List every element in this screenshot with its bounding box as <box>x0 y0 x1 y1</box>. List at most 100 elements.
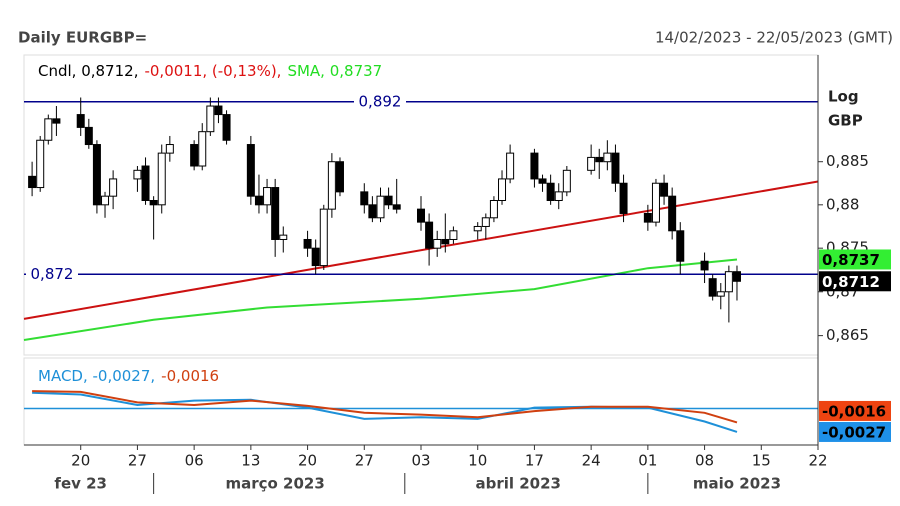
horizontal-line-label-bg <box>26 264 78 285</box>
chart-title: Daily EURGBP= <box>18 29 147 47</box>
x-tick-label: 13 <box>241 452 260 470</box>
candle-body <box>279 234 288 240</box>
candle-body <box>335 161 344 193</box>
candle-body <box>206 105 215 133</box>
candle-body <box>92 144 101 206</box>
x-tick-label: 27 <box>355 452 374 470</box>
candle-body <box>481 217 490 227</box>
legend-item: SMA, 0,8737 <box>287 62 382 80</box>
x-tick-label: 24 <box>582 452 601 470</box>
value-tag <box>819 421 891 442</box>
candle-body <box>157 152 166 206</box>
y-unit-label: GBP <box>828 112 863 130</box>
x-tick-label: 20 <box>298 452 317 470</box>
candle-body <box>619 182 628 214</box>
date-range: 14/02/2023 - 22/05/2023 (GMT) <box>655 29 893 47</box>
candle-body <box>546 182 555 201</box>
month-label: fev 23 <box>54 475 107 493</box>
candle-body <box>384 195 393 206</box>
candle-body <box>595 156 604 163</box>
macd-panel <box>23 357 819 446</box>
x-tick-label: 03 <box>411 452 430 470</box>
month-label: maio 2023 <box>693 475 781 493</box>
candle-body <box>538 178 547 184</box>
candle-body <box>716 291 725 297</box>
value-tag <box>819 249 891 270</box>
legend-item: -0,0016 <box>161 367 219 385</box>
candle-body <box>587 156 596 171</box>
candle-body <box>708 278 717 297</box>
candle-body <box>76 114 85 128</box>
value-tag-label: 0,8737 <box>822 251 880 269</box>
candle-body <box>165 144 174 154</box>
candle-body <box>498 178 507 201</box>
month-label: março 2023 <box>225 475 324 493</box>
candle-body <box>141 165 150 201</box>
candle-body <box>433 238 442 249</box>
candle-body <box>530 152 539 180</box>
candle-body <box>417 208 425 223</box>
legend-item: -0,0011, (-0,13%), <box>144 62 281 80</box>
candle-body <box>101 195 110 206</box>
candle-body <box>441 238 450 245</box>
x-tick-label: 27 <box>128 452 147 470</box>
candle-body <box>303 238 312 249</box>
horizontal-line-label-bg <box>354 91 406 112</box>
candle-body <box>319 208 328 267</box>
x-tick-label: 22 <box>808 452 827 470</box>
y-tick-label: 0,88 <box>826 195 859 213</box>
sma-line <box>23 258 738 341</box>
trend-line <box>23 180 819 320</box>
candle-body <box>425 221 434 249</box>
candle-body <box>214 105 223 116</box>
value-tag-label: -0,0016 <box>822 402 886 420</box>
candle-body <box>473 225 482 232</box>
candle-body <box>660 182 669 197</box>
legend: MACD, -0,0027, -0,0016 <box>38 367 219 385</box>
candle-body <box>562 169 571 193</box>
candle-body <box>44 118 53 141</box>
x-tick-label: 06 <box>185 452 204 470</box>
y-tick-label: 0,885 <box>826 152 869 170</box>
candle-body <box>263 187 272 206</box>
horizontal-line-label: 0,892 <box>359 92 402 110</box>
candle-body <box>133 169 142 180</box>
candle-body <box>700 260 709 271</box>
candle-body <box>36 139 45 189</box>
candle-body <box>246 144 255 197</box>
x-tick-label: 15 <box>752 452 771 470</box>
candle-body <box>52 118 61 124</box>
candle-body <box>109 178 118 197</box>
legend-item: MACD, -0,0027, <box>38 367 155 385</box>
y-tick-label: 0,865 <box>826 326 869 344</box>
value-tag <box>819 400 891 421</box>
x-tick-label: 01 <box>638 452 657 470</box>
value-tag-label: -0,0027 <box>822 423 886 441</box>
candle-body <box>368 204 377 219</box>
candle-body <box>327 161 336 210</box>
candle-body <box>190 144 199 167</box>
candle-body <box>392 204 401 210</box>
y-scale-label: Log <box>828 88 859 106</box>
candle-body <box>222 114 231 141</box>
candle-body <box>360 191 369 206</box>
candle-body <box>651 182 660 223</box>
candle-body <box>28 175 37 189</box>
candle-body <box>254 195 263 206</box>
x-tick-label: 20 <box>71 452 90 470</box>
month-label: abril 2023 <box>475 475 561 493</box>
candle-body <box>449 230 458 240</box>
candle-body <box>376 195 385 219</box>
candle-body <box>603 152 612 163</box>
x-tick-label: 17 <box>525 452 544 470</box>
horizontal-line-label: 0,872 <box>31 265 74 283</box>
candle-body <box>311 247 320 267</box>
legend-item: Cndl, 0,8712, <box>38 62 138 80</box>
x-tick-label: 10 <box>468 452 487 470</box>
candle-body <box>489 199 498 219</box>
value-tag <box>819 271 891 292</box>
candle-body <box>676 230 685 262</box>
value-tag-label: 0,8712 <box>822 273 880 291</box>
candle-body <box>198 131 207 167</box>
